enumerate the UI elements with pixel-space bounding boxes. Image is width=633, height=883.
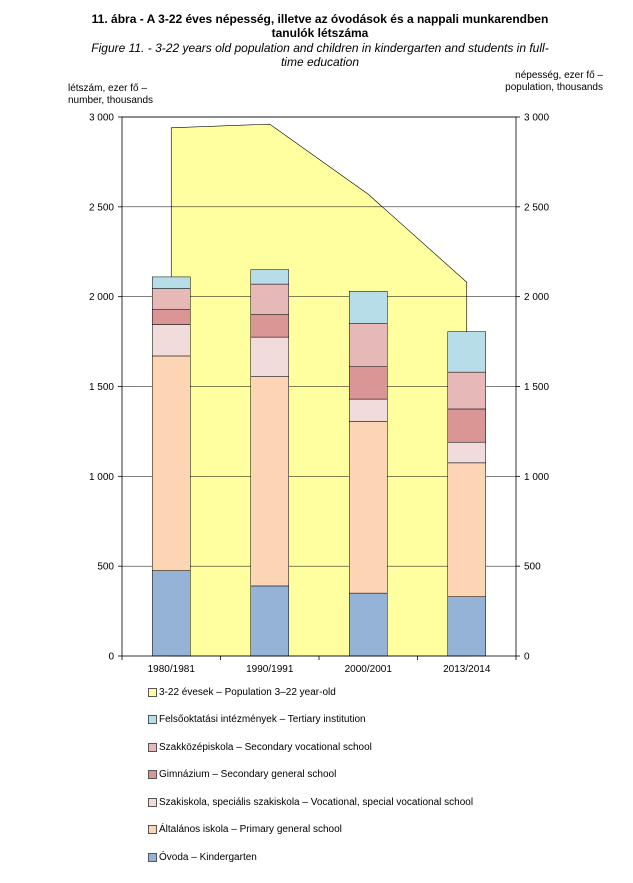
legend-label-kindergarten: Óvoda – Kindergarten	[159, 851, 257, 863]
left-axis-tick-label: 0	[108, 652, 114, 663]
bar-segment	[447, 596, 486, 657]
legend-swatch-primary	[148, 825, 157, 834]
legend-item-kindergarten: Óvoda – Kindergarten	[148, 851, 473, 863]
x-axis-tick-label: 1990/1991	[246, 664, 294, 675]
legend-label-tertiary: Felsőoktatási intézmények – Tertiary ins…	[159, 714, 366, 725]
bar-segment	[349, 323, 388, 367]
legend-swatch-population	[148, 687, 157, 697]
bar-segment	[349, 592, 388, 657]
right-axis-tick-label: 3 000	[524, 113, 549, 124]
bar-segment	[152, 355, 191, 571]
legend-label-primary: Általános iskola – Primary general schoo…	[159, 824, 342, 835]
legend-item-vocational: Szakiskola, speciális szakiskola – Vocat…	[148, 796, 473, 808]
bar-segment	[447, 331, 486, 373]
legend-item-population: 3-22 évesek – Population 3–22 year-old	[148, 686, 473, 698]
bar-segment	[447, 371, 486, 410]
legend-item-tertiary: Felsőoktatási intézmények – Tertiary ins…	[148, 714, 473, 726]
bar-segment	[250, 314, 289, 338]
bar-segment	[152, 308, 191, 325]
right-axis-tick-label: 1 500	[524, 382, 549, 393]
bar-segment	[152, 288, 191, 310]
legend-swatch-vocational	[148, 797, 157, 807]
bar-segment	[447, 408, 486, 443]
legend-swatch-secondary-general	[148, 770, 157, 779]
x-axis-tick-label: 1980/1981	[148, 664, 196, 675]
legend-item-secondary-general: Gimnázium – Secondary general school	[148, 769, 473, 781]
left-axis-tick-label: 2 500	[89, 202, 114, 213]
legend-item-primary: Általános iskola – Primary general schoo…	[148, 824, 473, 836]
x-axis-tick-label: 2000/2001	[345, 664, 393, 675]
right-axis-tick-label: 0	[524, 652, 530, 663]
bar-segment	[250, 336, 289, 377]
legend-label-population: 3-22 évesek – Population 3–22 year-old	[159, 686, 336, 698]
bar-segment	[250, 269, 289, 285]
x-axis-tick-label: 2013/2014	[443, 664, 491, 675]
left-axis-tick-label: 1 500	[89, 382, 114, 393]
bar-segment	[349, 366, 388, 400]
legend-label-secondary-general: Gimnázium – Secondary general school	[159, 769, 337, 780]
legend-label-secondary-vocational: Szakközépiskola – Secondary vocational s…	[159, 741, 372, 753]
y-axis-label-right: népesség, ezer fő – population, thousand…	[505, 70, 603, 93]
legend-swatch-tertiary	[148, 715, 157, 724]
bar-segment	[349, 291, 388, 324]
bar-segment	[152, 276, 191, 289]
chart-title-hungarian: 11. ábra - A 3-22 éves népesség, illetve…	[91, 12, 549, 40]
legend-swatch-secondary-vocational	[148, 742, 157, 752]
right-axis-tick-label: 2 000	[524, 292, 549, 303]
right-axis-tick-label: 2 500	[524, 202, 549, 213]
bar-segment	[250, 376, 289, 587]
right-axis-tick-label: 1 000	[524, 472, 549, 483]
left-axis-tick-label: 3 000	[89, 113, 114, 124]
bar-segment	[250, 283, 289, 315]
bar-segment	[447, 462, 486, 597]
stacked-bar-chart: 0 500 1 000 1 500 2 000 2 500 3 000 0 500 1 000 1 …	[89, 113, 549, 676]
bar-segment	[349, 398, 388, 422]
bar-segment	[152, 570, 191, 657]
chart-legend: 3-22 évesek – Population 3–22 year-old F…	[148, 686, 473, 879]
legend-swatch-kindergarten	[148, 852, 157, 862]
bar-segment	[447, 441, 486, 464]
left-axis-tick-label: 2 000	[89, 292, 114, 303]
left-axis-tick-label: 500	[97, 562, 114, 573]
right-axis-tick-label: 500	[524, 562, 541, 573]
left-axis-tick-label: 1 000	[89, 472, 114, 483]
y-axis-label-left: létszám, ezer fő – number, thousands	[68, 83, 154, 106]
bar-segment	[152, 324, 191, 357]
bar-segment	[349, 421, 388, 594]
bar-segment	[250, 585, 289, 657]
legend-item-secondary-vocational: Szakközépiskola – Secondary vocational s…	[148, 741, 473, 753]
legend-label-vocational: Szakiskola, speciális szakiskola – Vocat…	[159, 796, 474, 808]
chart-title-english: Figure 11. - 3-22 years old population a…	[91, 41, 549, 69]
